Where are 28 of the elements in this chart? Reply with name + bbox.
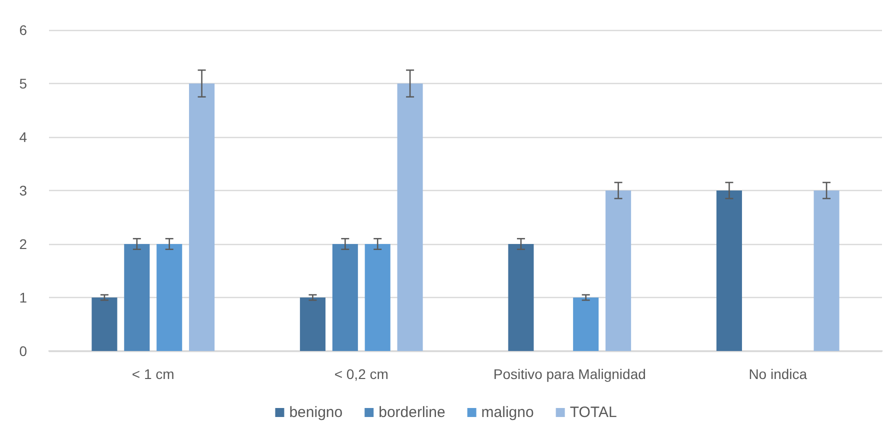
x-tick-label: < 0,2 cm bbox=[334, 366, 388, 382]
bar bbox=[508, 244, 534, 351]
y-tick-label: 1 bbox=[19, 290, 28, 306]
legend-label: benigno bbox=[289, 404, 343, 421]
y-tick-label: 2 bbox=[19, 236, 28, 252]
legend-label: TOTAL bbox=[570, 404, 617, 421]
y-tick-label: 6 bbox=[19, 22, 28, 38]
bar bbox=[364, 244, 390, 351]
bar bbox=[573, 298, 599, 351]
bar bbox=[189, 84, 215, 351]
bar bbox=[300, 298, 326, 351]
x-tick-label: No indica bbox=[748, 366, 808, 382]
bar bbox=[716, 190, 742, 351]
bar bbox=[606, 190, 632, 351]
legend-label: maligno bbox=[481, 404, 534, 421]
bar bbox=[124, 244, 150, 351]
y-tick-label: 0 bbox=[19, 343, 28, 359]
x-tick-label: < 1 cm bbox=[132, 366, 174, 382]
bar bbox=[397, 84, 423, 351]
bar bbox=[332, 244, 358, 351]
y-tick-label: 3 bbox=[19, 182, 28, 198]
bar bbox=[156, 244, 182, 351]
x-tick-label: Positivo para Malignidad bbox=[493, 366, 646, 382]
legend-label: borderline bbox=[378, 404, 446, 421]
bar bbox=[814, 190, 840, 351]
bar bbox=[92, 298, 118, 351]
y-tick-label: 4 bbox=[19, 129, 28, 145]
y-tick-label: 5 bbox=[19, 76, 28, 92]
